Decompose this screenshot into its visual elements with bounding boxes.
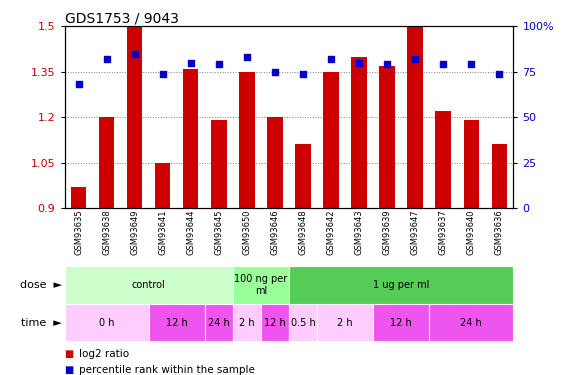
Bar [289,304,317,341]
Bar [289,266,513,304]
Point [74,81,83,87]
Text: 2 h: 2 h [239,318,255,327]
Bar [211,120,227,208]
Text: ■: ■ [65,350,73,359]
Text: 12 h: 12 h [166,318,187,327]
Bar [99,117,114,208]
Bar [71,187,86,208]
Point [327,56,335,62]
Bar [429,304,513,341]
Point [214,62,223,68]
Point [298,70,307,76]
Point [467,62,476,68]
Bar [183,69,199,208]
Bar [351,57,367,208]
Point [242,54,251,60]
Point [383,62,392,68]
Text: ■: ■ [65,365,73,375]
Bar [379,66,395,208]
Bar [267,117,283,208]
Bar [233,266,289,304]
Point [495,70,504,76]
Text: log2 ratio: log2 ratio [79,350,128,359]
Bar [205,304,233,341]
Bar [407,0,423,208]
Bar [323,72,339,208]
Point [102,56,111,62]
Point [186,60,195,66]
Point [130,51,139,57]
Point [158,70,167,76]
Text: control: control [132,280,165,290]
Bar [261,304,289,341]
Text: 0.5 h: 0.5 h [291,318,315,327]
Bar [435,111,451,208]
Bar [127,26,142,208]
Point [439,62,448,68]
Text: 12 h: 12 h [390,318,412,327]
Text: time  ►: time ► [21,318,62,327]
Bar [155,163,171,208]
Text: 2 h: 2 h [337,318,353,327]
Bar [491,144,507,208]
Bar [149,304,205,341]
Bar [317,304,373,341]
Text: 12 h: 12 h [264,318,286,327]
Text: 1 ug per ml: 1 ug per ml [373,280,429,290]
Bar [233,304,261,341]
Point [355,60,364,66]
Text: GDS1753 / 9043: GDS1753 / 9043 [65,11,178,25]
Bar [65,304,149,341]
Text: 0 h: 0 h [99,318,114,327]
Bar [295,144,311,208]
Text: percentile rank within the sample: percentile rank within the sample [79,365,255,375]
Bar [373,304,429,341]
Bar [239,72,255,208]
Bar [463,120,479,208]
Text: 24 h: 24 h [461,318,482,327]
Bar [65,266,233,304]
Text: 24 h: 24 h [208,318,229,327]
Text: 100 ng per
ml: 100 ng per ml [234,274,287,296]
Text: dose  ►: dose ► [20,280,62,290]
Point [270,69,279,75]
Point [411,56,420,62]
